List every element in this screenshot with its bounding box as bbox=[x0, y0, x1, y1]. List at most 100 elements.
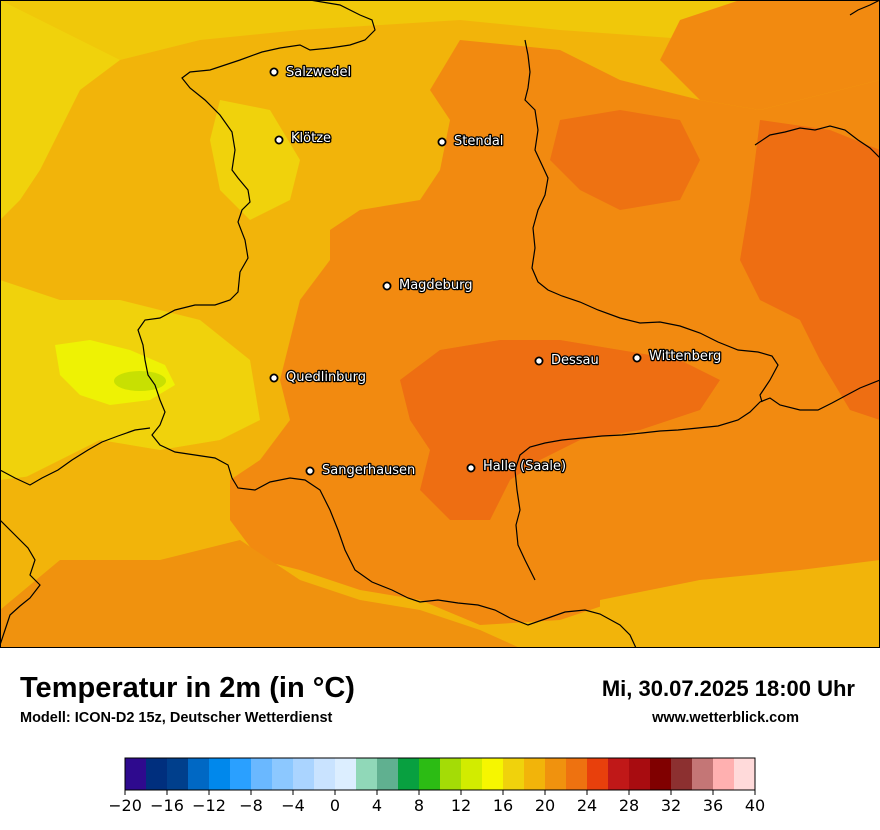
city-label: Halle (Saale) bbox=[483, 459, 566, 474]
border-east bbox=[754, 125, 880, 159]
colorbar-tick-label: −8 bbox=[239, 796, 263, 815]
colorbar-swatch bbox=[461, 758, 483, 790]
city-dessau: Dessau bbox=[534, 352, 600, 369]
model-subtitle: Modell: ICON-D2 15z, Deutscher Wetterdie… bbox=[20, 710, 333, 726]
colorbar-tick-label: −4 bbox=[281, 796, 305, 815]
border-saxony bbox=[514, 379, 880, 581]
colorbar-swatch bbox=[398, 758, 420, 790]
colorbar-tick-label: 28 bbox=[619, 796, 639, 815]
colorbar-swatch bbox=[377, 758, 399, 790]
colorbar-tick-label: 4 bbox=[372, 796, 382, 815]
colorbar-swatch bbox=[356, 758, 378, 790]
border-west-lower-saxony bbox=[0, 427, 151, 486]
colorbar-swatch bbox=[230, 758, 252, 790]
city-dot bbox=[632, 353, 642, 363]
temperature-colorbar: −20 −16 −12 −8 −4 0 4 8 12 16 20 24 28 32 36 40 bbox=[110, 757, 765, 815]
colorbar-swatch bbox=[209, 758, 231, 790]
colorbar-tick-label: 20 bbox=[535, 796, 555, 815]
chart-title: Temperatur in 2m (in °C) bbox=[20, 672, 355, 704]
state-borders bbox=[0, 0, 880, 648]
city-markers: Salzwedel Klötze Stendal Magdeburg Quedl… bbox=[269, 64, 723, 479]
colorbar-tick-label: 40 bbox=[745, 796, 765, 815]
colorbar-tick-label: 36 bbox=[703, 796, 723, 815]
temperature-zone-darkorange-northeast bbox=[550, 110, 700, 210]
colorbar-swatch bbox=[566, 758, 588, 790]
colorbar-swatches bbox=[124, 757, 756, 791]
colorbar-swatch bbox=[167, 758, 189, 790]
colorbar-swatch bbox=[251, 758, 273, 790]
colorbar-tick-label: 24 bbox=[577, 796, 597, 815]
city-wittenberg: Wittenberg bbox=[632, 348, 723, 365]
temperature-zone-orange-central bbox=[230, 40, 880, 625]
temperature-zone-yellow-southeast bbox=[600, 570, 880, 648]
border-sachsen-anhalt bbox=[137, 0, 637, 648]
footer-panel: Temperatur in 2m (in °C) Modell: ICON-D2… bbox=[0, 648, 880, 830]
temperature-zone-darkorange-east bbox=[740, 120, 880, 420]
colorbar-tick-label: −16 bbox=[150, 796, 184, 815]
colorbar-tick-label: 16 bbox=[493, 796, 513, 815]
colorbar-swatch bbox=[482, 758, 504, 790]
city-kloetze: Klötze bbox=[274, 130, 332, 147]
colorbar-swatch bbox=[734, 758, 756, 790]
colorbar-tick-label: 0 bbox=[330, 796, 340, 815]
colorbar-tick-label: 32 bbox=[661, 796, 681, 815]
city-dot bbox=[274, 135, 284, 145]
city-quedlinburg: Quedlinburg bbox=[269, 369, 367, 386]
colorbar-tick-label: −20 bbox=[110, 796, 142, 815]
city-dot bbox=[305, 466, 315, 476]
colorbar-swatch bbox=[293, 758, 315, 790]
temperature-zone-yellow-north bbox=[0, 0, 880, 60]
temperature-zone-orange-south bbox=[0, 540, 520, 648]
colorbar-swatch bbox=[587, 758, 609, 790]
colorbar-swatch bbox=[314, 758, 336, 790]
colorbar-swatch bbox=[125, 758, 147, 790]
colorbar-tick-label: 8 bbox=[414, 796, 424, 815]
border-southwest bbox=[0, 519, 41, 646]
border-brandenburg bbox=[524, 39, 779, 403]
city-label: Stendal bbox=[454, 134, 503, 149]
city-salzwedel: Salzwedel bbox=[269, 64, 352, 81]
city-dot bbox=[466, 463, 476, 473]
city-sangerhausen: Sangerhausen bbox=[305, 462, 417, 479]
colorbar-frame bbox=[124, 757, 756, 791]
colorbar-swatch bbox=[503, 758, 525, 790]
colorbar-swatch bbox=[692, 758, 714, 790]
website-link[interactable]: www.wetterblick.com bbox=[652, 710, 799, 726]
city-dot bbox=[534, 356, 544, 366]
city-stendal: Stendal bbox=[437, 133, 505, 150]
temperature-zone-orange-east bbox=[660, 0, 880, 110]
city-label: Klötze bbox=[291, 131, 331, 146]
temperature-zone-darkorange-dessau bbox=[400, 340, 720, 520]
city-dot bbox=[269, 373, 279, 383]
city-dot bbox=[269, 67, 279, 77]
colorbar-swatch bbox=[629, 758, 651, 790]
city-label: Wittenberg bbox=[649, 349, 721, 364]
temperature-zone-lime bbox=[114, 371, 166, 391]
colorbar-tick-label: 12 bbox=[451, 796, 471, 815]
temperature-zone-yellow-alt bbox=[210, 100, 300, 220]
city-label: Sangerhausen bbox=[322, 463, 415, 478]
city-halle: Halle (Saale) bbox=[466, 458, 567, 475]
city-dot bbox=[437, 137, 447, 147]
colorbar-swatch bbox=[650, 758, 672, 790]
colorbar-swatch bbox=[272, 758, 294, 790]
colorbar-tick-label: −12 bbox=[192, 796, 226, 815]
colorbar-swatch bbox=[713, 758, 735, 790]
forecast-datetime: Mi, 30.07.2025 18:00 Uhr bbox=[601, 676, 855, 701]
colorbar-ticks: −20 −16 −12 −8 −4 0 4 8 12 16 20 24 28 32 36 40 bbox=[110, 790, 765, 815]
city-dot bbox=[382, 281, 392, 291]
colorbar-swatch bbox=[671, 758, 693, 790]
colorbar-swatch bbox=[146, 758, 168, 790]
city-label: Dessau bbox=[551, 353, 599, 368]
colorbar-swatch bbox=[608, 758, 630, 790]
temperature-map: Salzwedel Klötze Stendal Magdeburg Quedl… bbox=[0, 0, 880, 648]
city-label: Magdeburg bbox=[399, 278, 473, 293]
colorbar-swatch bbox=[440, 758, 462, 790]
colorbar-swatch bbox=[188, 758, 210, 790]
colorbar-swatch bbox=[545, 758, 567, 790]
city-magdeburg: Magdeburg bbox=[382, 277, 474, 294]
colorbar-swatch bbox=[419, 758, 441, 790]
city-label: Quedlinburg bbox=[286, 370, 366, 385]
colorbar-swatch bbox=[335, 758, 357, 790]
colorbar-swatch bbox=[524, 758, 546, 790]
